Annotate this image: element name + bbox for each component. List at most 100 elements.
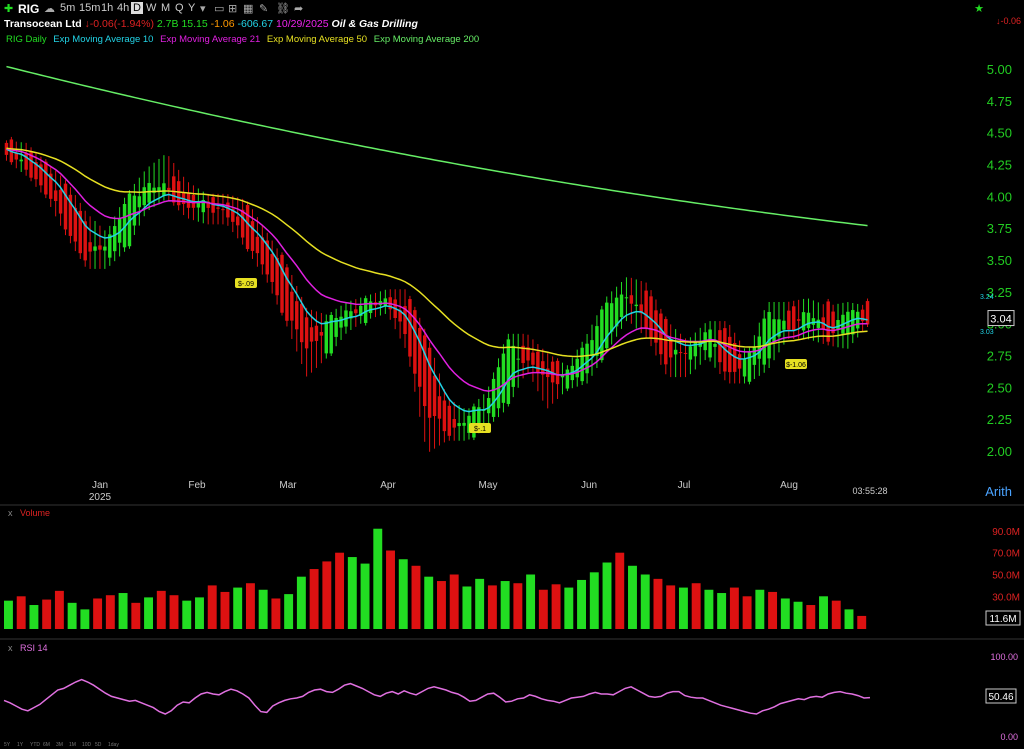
timeframe-d[interactable]: D: [131, 2, 143, 14]
candle-body: [782, 320, 786, 330]
val-stat: -606.67: [237, 18, 274, 30]
pencil-icon[interactable]: ✎: [259, 3, 269, 15]
range-button-1y[interactable]: 1Y: [17, 742, 24, 748]
volume-bar: [233, 587, 243, 629]
candle-body: [590, 340, 594, 357]
plus-icon[interactable]: ✚: [4, 3, 14, 15]
candle-body: [83, 221, 87, 261]
drawing-tool-icon[interactable]: ▭: [214, 3, 225, 15]
timeframe-5m[interactable]: 5m: [60, 2, 76, 14]
volume-bar: [207, 585, 217, 629]
candle-body: [58, 189, 63, 214]
candle-body: [506, 339, 511, 404]
volume-tick-label: 30.0M: [992, 592, 1020, 603]
indicator-icon[interactable]: ▦: [243, 3, 254, 15]
legend-ema10[interactable]: Exp Moving Average 10: [53, 34, 154, 45]
volume-stat: 2.7B: [156, 18, 179, 30]
candle-body: [295, 301, 299, 330]
volume-bar: [538, 589, 548, 629]
candle-body: [299, 303, 304, 343]
candle-body: [68, 194, 73, 236]
candle-body: [427, 347, 432, 418]
candle-body: [713, 343, 717, 347]
timeframe-y[interactable]: Y: [188, 2, 196, 14]
candle-body: [132, 195, 137, 226]
share-icon[interactable]: ➦: [294, 3, 304, 15]
timeframe-q[interactable]: Q: [175, 2, 184, 14]
candle-body: [245, 205, 250, 250]
volume-bar: [131, 602, 141, 629]
star-icon[interactable]: ★: [974, 3, 984, 15]
candle-body: [772, 319, 776, 342]
candle-body: [304, 317, 309, 349]
candle-body: [285, 267, 289, 321]
volume-bar: [4, 600, 13, 629]
candle-body: [270, 254, 274, 282]
candle-body: [265, 240, 269, 275]
volume-bar: [411, 565, 421, 629]
earnings-marker: [785, 359, 807, 369]
volume-bar: [793, 601, 803, 629]
volume-bar: [589, 572, 599, 629]
volume-bar: [105, 595, 115, 629]
volume-bar: [678, 587, 688, 629]
range-button-10d[interactable]: 10D: [82, 742, 92, 748]
cloud-icon[interactable]: ☁: [44, 3, 55, 15]
timeframe-w[interactable]: W: [146, 2, 157, 14]
volume-bar: [424, 576, 434, 629]
timeframe-1h[interactable]: 1h: [101, 2, 114, 14]
volume-bar: [844, 609, 854, 629]
volume-bar: [551, 584, 561, 629]
range-button-5d[interactable]: 5D: [95, 742, 102, 748]
candle-body: [349, 311, 353, 319]
candle-body: [683, 352, 688, 354]
timestamp-label: 03:55:28: [852, 486, 887, 496]
candle-body: [565, 369, 570, 389]
range-button-1day[interactable]: 1day: [108, 742, 119, 748]
close-volume-icon: x: [8, 508, 13, 518]
candle-body: [216, 207, 220, 209]
symbol-label[interactable]: RIG: [18, 2, 40, 16]
price-tick-label: 2.00: [987, 444, 1012, 459]
candle-body: [762, 318, 766, 365]
candle-body: [816, 319, 821, 328]
range-button-1m[interactable]: 1M: [69, 742, 76, 748]
legend-ema21[interactable]: Exp Moving Average 21: [160, 34, 261, 45]
legend-daily[interactable]: RIG Daily: [6, 34, 47, 45]
candle-body: [176, 181, 181, 206]
volume-bar: [780, 598, 790, 629]
candle-body: [860, 309, 865, 322]
candle-body: [668, 339, 673, 358]
candle-body: [595, 326, 599, 356]
legend-ema200[interactable]: Exp Moving Average 200: [373, 34, 480, 45]
range-button-5y[interactable]: 5Y: [4, 742, 11, 748]
candle-body: [855, 311, 860, 329]
range-button-3m[interactable]: 3M: [56, 742, 63, 748]
range-button-6m[interactable]: 6M: [43, 742, 50, 748]
volume-bar: [449, 574, 459, 629]
candle-body: [742, 358, 747, 377]
link-icon[interactable]: ⛓: [276, 3, 290, 15]
timeframe-m[interactable]: M: [161, 2, 171, 14]
chevron-down-icon[interactable]: ▾: [200, 3, 206, 15]
indicator-legend: RIG Daily Exp Moving Average 10 Exp Movi…: [6, 34, 483, 45]
candle-body: [447, 405, 452, 436]
candle-body: [363, 298, 368, 323]
candle-body: [777, 319, 781, 337]
layout-icon[interactable]: ⊞: [228, 3, 238, 15]
candle-body: [122, 203, 127, 248]
candle-body: [413, 310, 417, 374]
range-button-ytd[interactable]: YTD: [30, 742, 40, 748]
ema10-line: [6, 148, 868, 413]
timeframe-4h[interactable]: 4h: [117, 2, 130, 14]
price-tick-label: 5.00: [987, 62, 1012, 77]
volume-bar: [666, 585, 676, 629]
timeframe-15m[interactable]: 15m: [79, 2, 101, 14]
candle-body: [467, 415, 471, 433]
legend-ema50[interactable]: Exp Moving Average 50: [266, 34, 368, 45]
candle-body: [580, 347, 584, 382]
x-axis-label: Jun: [581, 480, 597, 491]
candle-body: [108, 234, 112, 258]
volume-bar: [373, 528, 383, 629]
